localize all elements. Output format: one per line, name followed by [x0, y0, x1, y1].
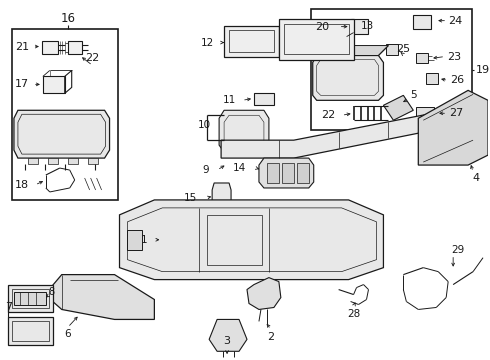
Bar	[8, 284, 53, 312]
Polygon shape	[209, 319, 247, 351]
Text: 9: 9	[202, 165, 209, 175]
Bar	[14, 292, 46, 306]
Bar	[229, 30, 274, 51]
Bar	[224, 26, 279, 58]
Bar	[12, 321, 49, 341]
Text: 5: 5	[410, 90, 416, 100]
Text: 10: 10	[197, 120, 211, 130]
Polygon shape	[219, 110, 269, 152]
Text: 3: 3	[223, 336, 231, 346]
Polygon shape	[418, 90, 488, 165]
Text: 7: 7	[5, 302, 12, 312]
Text: 13: 13	[361, 21, 374, 31]
Text: 19: 19	[476, 66, 490, 76]
Bar	[127, 230, 143, 250]
Polygon shape	[43, 76, 65, 93]
Polygon shape	[317, 46, 389, 55]
Polygon shape	[247, 278, 281, 310]
Text: 2: 2	[268, 332, 274, 342]
Text: 8: 8	[49, 287, 55, 297]
Text: 16: 16	[60, 12, 75, 25]
Text: 1: 1	[141, 235, 147, 245]
Text: 23: 23	[447, 51, 461, 62]
Polygon shape	[350, 19, 368, 33]
Text: 6: 6	[64, 329, 71, 339]
Text: 12: 12	[201, 37, 214, 48]
Bar	[267, 163, 279, 183]
Bar	[282, 163, 294, 183]
Polygon shape	[212, 183, 231, 212]
Text: 20: 20	[316, 22, 330, 32]
Bar	[311, 9, 472, 130]
Bar	[12, 289, 49, 309]
Polygon shape	[48, 158, 58, 164]
Text: 4: 4	[472, 173, 480, 183]
Polygon shape	[426, 73, 438, 84]
Text: 14: 14	[233, 163, 246, 173]
Bar	[297, 163, 309, 183]
Text: 11: 11	[222, 95, 236, 105]
Polygon shape	[414, 15, 431, 28]
Polygon shape	[387, 44, 398, 54]
Polygon shape	[28, 158, 38, 164]
Bar	[284, 24, 348, 54]
Text: 25: 25	[396, 44, 411, 54]
Text: 17: 17	[15, 80, 29, 89]
Polygon shape	[68, 158, 78, 164]
Polygon shape	[416, 107, 434, 120]
Polygon shape	[384, 95, 414, 120]
Text: 24: 24	[448, 15, 462, 26]
Polygon shape	[120, 200, 384, 280]
Polygon shape	[254, 93, 274, 105]
Polygon shape	[221, 108, 458, 158]
Text: 21: 21	[15, 41, 29, 51]
Text: 22: 22	[321, 110, 336, 120]
Polygon shape	[68, 41, 82, 54]
Bar	[279, 19, 354, 60]
Text: 15: 15	[184, 193, 197, 203]
Polygon shape	[416, 53, 428, 63]
Text: 29: 29	[451, 245, 465, 255]
Bar	[207, 215, 262, 265]
Text: 26: 26	[450, 75, 464, 85]
Polygon shape	[88, 158, 98, 164]
Bar	[12, 28, 118, 200]
Bar	[8, 318, 53, 345]
Polygon shape	[45, 275, 154, 319]
Polygon shape	[42, 41, 58, 54]
Polygon shape	[14, 110, 110, 158]
Text: 22: 22	[85, 54, 100, 63]
Polygon shape	[259, 158, 314, 188]
Text: 27: 27	[449, 108, 463, 118]
Text: 18: 18	[15, 180, 29, 190]
Text: 28: 28	[347, 310, 360, 319]
Polygon shape	[313, 55, 384, 100]
